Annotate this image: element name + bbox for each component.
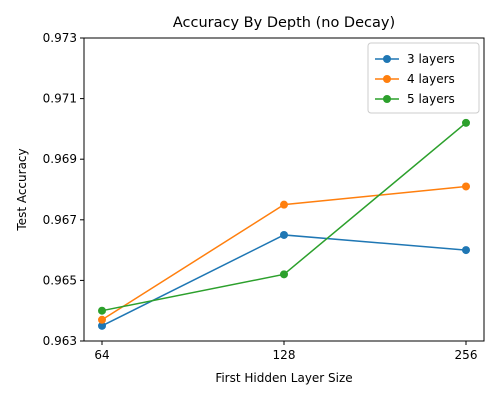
x-tick-label: 128 [273,348,296,362]
x-tick-label: 64 [94,348,109,362]
legend-entry: 4 layers [375,72,455,86]
y-tick-label: 0.963 [43,334,77,348]
y-tick-label: 0.965 [43,273,77,287]
series-1 [98,230,470,330]
data-point [462,246,470,255]
data-point [98,315,106,324]
series-2 [98,182,470,324]
data-point [462,182,470,191]
legend-marker [383,55,391,63]
y-axis-label: Test Accuracy [15,148,29,231]
legend-label: 3 layers [407,52,455,66]
legend-marker [383,75,391,83]
series-line [101,122,467,312]
series-line [101,234,467,327]
y-tick-label: 0.969 [43,152,77,166]
series-3 [98,118,470,315]
data-point [98,321,106,330]
x-axis: 64 128 256 [94,341,477,362]
data-point [462,118,470,127]
data-point [98,306,106,315]
legend-box [367,42,480,114]
series-layer [98,118,470,330]
legend-label: 4 layers [407,72,455,86]
data-point [280,200,288,209]
legend: 3 layers 4 layers 5 layers [367,42,480,114]
data-point [280,270,288,279]
x-tick-label: 256 [455,348,478,362]
y-tick-label: 0.973 [43,31,77,45]
data-point [280,230,288,239]
legend-entry: 5 layers [375,92,455,106]
legend-marker [383,95,391,103]
chart-title: Accuracy By Depth (no Decay) [173,15,395,31]
legend-label: 5 layers [407,92,455,106]
y-tick-label: 0.971 [43,92,77,106]
x-axis-label: First Hidden Layer Size [215,371,352,385]
y-tick-label: 0.967 [43,213,77,227]
y-axis: 0.963 0.965 0.967 0.969 0.971 0.973 [43,31,84,348]
legend-entry: 3 layers [375,52,455,66]
